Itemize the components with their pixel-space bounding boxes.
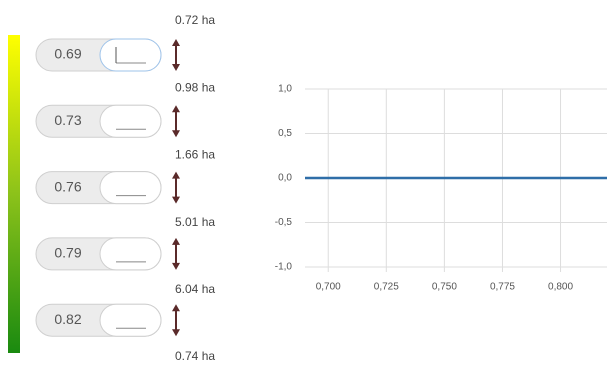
- y-tick-label: 0,0: [278, 173, 292, 184]
- range-arrow-head: [172, 304, 180, 337]
- x-tick-label: 0,700: [316, 282, 341, 293]
- class-input[interactable]: [99, 171, 162, 205]
- x-tick-label: 0,725: [374, 282, 399, 293]
- area-label: 0.98 ha: [175, 80, 215, 94]
- x-tick-label: 0,775: [490, 282, 515, 293]
- class-value: 0.79: [54, 245, 81, 261]
- area-label: 6.04 ha: [175, 282, 215, 296]
- range-arrow-head: [172, 171, 180, 204]
- class-value: 0.69: [54, 46, 81, 62]
- class-value: 0.82: [54, 311, 81, 327]
- y-tick-label: -1,0: [275, 262, 293, 273]
- class-input[interactable]: [99, 237, 162, 271]
- class-value: 0.73: [54, 112, 81, 128]
- y-tick-label: -0,5: [275, 217, 293, 228]
- x-tick-label: 0,800: [548, 282, 573, 293]
- range-arrow-head: [172, 237, 180, 270]
- y-tick-label: 0,5: [278, 128, 292, 139]
- color-ramp: [8, 35, 20, 353]
- x-tick-label: 0,750: [432, 282, 457, 293]
- class-value: 0.76: [54, 178, 81, 194]
- y-tick-label: 1,0: [278, 84, 292, 95]
- range-arrow-head: [172, 39, 180, 71]
- area-label: 5.01 ha: [175, 215, 215, 229]
- class-input[interactable]: [99, 104, 162, 138]
- class-input[interactable]: [99, 303, 162, 337]
- range-arrow-head: [172, 105, 180, 138]
- area-label: 0.74 ha: [175, 349, 215, 363]
- area-label: 0.72 ha: [175, 13, 215, 27]
- area-label: 1.66 ha: [175, 148, 215, 162]
- class-input[interactable]: [99, 38, 162, 72]
